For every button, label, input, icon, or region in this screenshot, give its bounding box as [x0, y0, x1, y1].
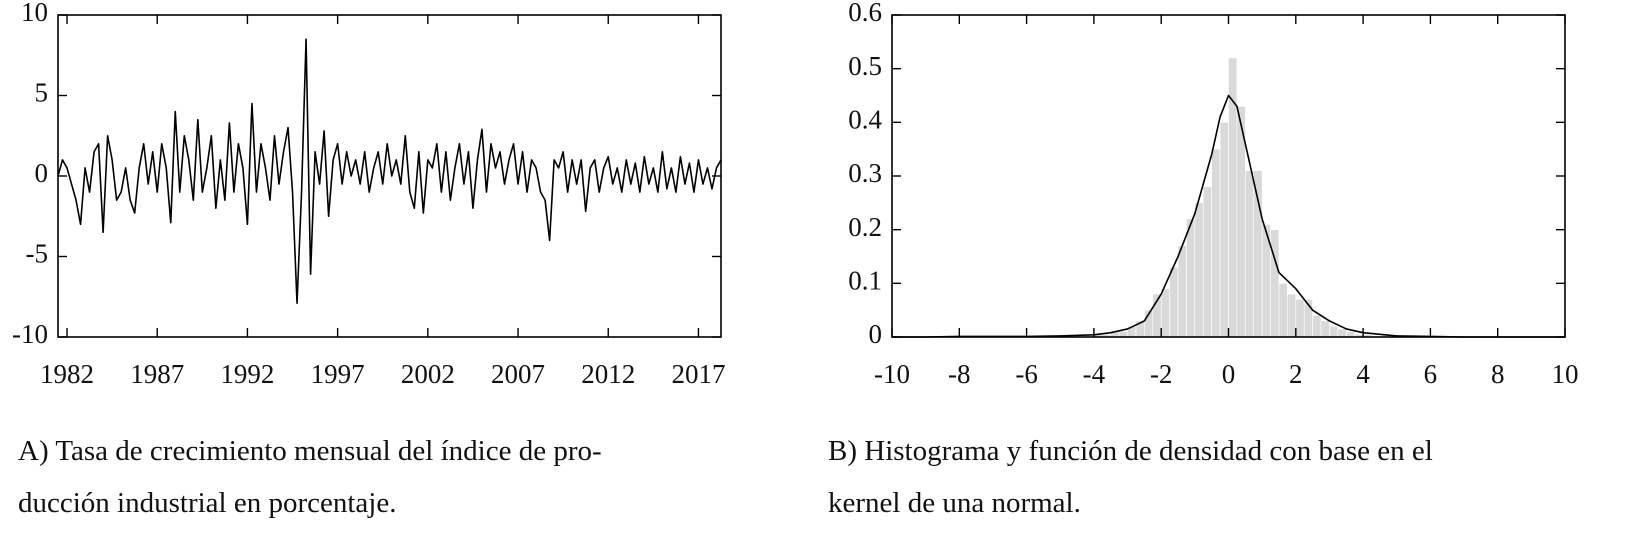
y-tick-label: 0: [35, 158, 49, 188]
y-tick-label: 0.1: [848, 266, 882, 296]
density-line: [892, 94, 1565, 338]
x-tick-label: -8: [948, 359, 971, 389]
histogram-bar: [1270, 229, 1280, 338]
y-tick-label: 0.6: [848, 0, 882, 27]
histogram-bar: [1160, 288, 1170, 338]
histogram-bar: [1202, 186, 1212, 338]
series-line: [57, 38, 722, 304]
x-tick-label: -6: [1015, 359, 1038, 389]
x-tick-label: 2002: [401, 359, 455, 389]
histogram-bar: [1337, 328, 1347, 338]
histogram-bar: [1278, 283, 1288, 338]
x-tick-label: 1992: [220, 359, 274, 389]
histogram-bar: [1169, 266, 1179, 338]
y-tick-label: 0.3: [848, 158, 882, 188]
x-tick-label: 2: [1289, 359, 1303, 389]
histogram-bar: [1245, 170, 1255, 338]
histogram-bar: [1118, 331, 1128, 338]
histogram-bar: [1194, 202, 1204, 338]
histogram-bar: [1219, 122, 1229, 338]
y-tick-label: 10: [21, 0, 48, 27]
histogram-bar: [1211, 148, 1221, 338]
y-tick-label: 0.4: [848, 105, 882, 135]
y-tick-label: 5: [35, 78, 49, 108]
x-tick-label: -2: [1150, 359, 1173, 389]
x-tick-label: 1982: [40, 359, 94, 389]
x-tick-label: 1987: [130, 359, 184, 389]
y-tick-label: -5: [26, 239, 49, 269]
x-tick-label: 0: [1222, 359, 1236, 389]
caption: kernel de una normal.: [828, 487, 1081, 519]
x-tick-label: 10: [1552, 359, 1579, 389]
histogram-bar: [1320, 320, 1330, 338]
x-tick-label: 2017: [671, 359, 725, 389]
histogram-bar: [1312, 315, 1322, 338]
y-tick-label: 0.5: [848, 51, 882, 81]
caption: B) Histograma y función de densidad con …: [828, 435, 1433, 467]
x-tick-label: 6: [1424, 359, 1438, 389]
caption: A) Tasa de crecimiento mensual del índic…: [18, 435, 602, 467]
histogram-bar: [1177, 245, 1187, 338]
x-tick-label: 2007: [491, 359, 545, 389]
x-tick-label: -4: [1083, 359, 1106, 389]
x-tick-label: 4: [1356, 359, 1370, 389]
caption: ducción industrial en porcentaje.: [18, 487, 396, 519]
histogram-bar: [1295, 299, 1305, 338]
x-tick-label: -10: [874, 359, 910, 389]
y-tick-label: 0: [869, 319, 883, 349]
histogram-bar: [1345, 331, 1355, 338]
histogram-bar: [1329, 325, 1339, 338]
x-tick-label: 2012: [581, 359, 635, 389]
histogram-bar: [1186, 218, 1196, 338]
x-tick-label: 1997: [311, 359, 365, 389]
y-tick-label: -10: [12, 319, 48, 349]
histogram-bar: [1287, 293, 1297, 338]
plot-frame: [57, 14, 722, 338]
y-tick-label: 0.2: [848, 212, 882, 242]
histogram-bar: [1253, 170, 1263, 338]
x-tick-label: 8: [1491, 359, 1505, 389]
